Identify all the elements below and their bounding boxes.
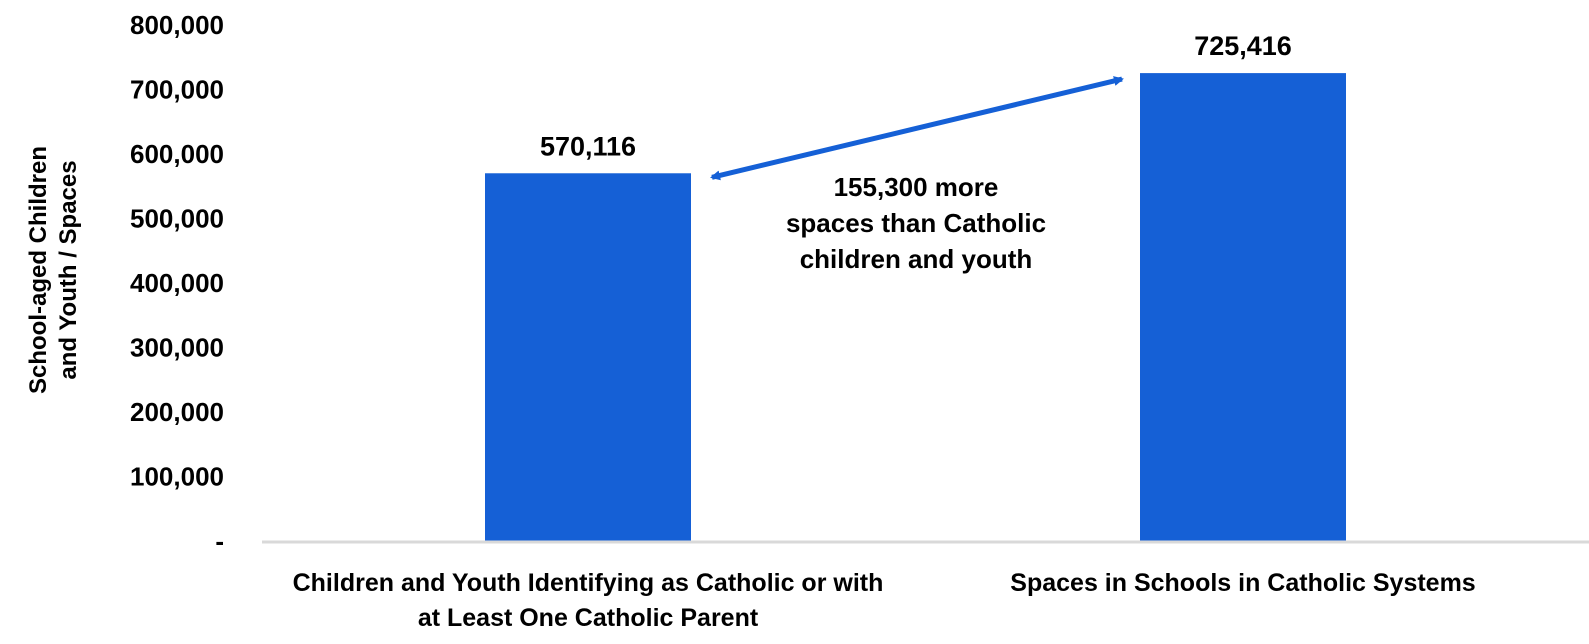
y-tick-label: 200,000: [130, 397, 224, 427]
category-label-line: Children and Youth Identifying as Cathol…: [293, 569, 884, 597]
bar-value-label: 725,416: [1194, 31, 1292, 61]
bar: [1140, 73, 1346, 541]
y-tick-label: 800,000: [130, 10, 224, 40]
category-label-line: at Least One Catholic Parent: [418, 604, 759, 632]
difference-arrow: [710, 76, 1124, 181]
y-tick-label: 300,000: [130, 333, 224, 363]
annotation-line: spaces than Catholic: [786, 208, 1046, 238]
category-label: Spaces in Schools in Catholic Systems: [1010, 569, 1475, 597]
category-label: Children and Youth Identifying as Cathol…: [293, 569, 884, 632]
y-tick-label: 500,000: [130, 204, 224, 234]
annotation-line: children and youth: [800, 244, 1033, 274]
bar-value-label: 570,116: [540, 131, 636, 161]
y-tick-label: 600,000: [130, 139, 224, 169]
annotation-text: 155,300 more spaces than Catholic children…: [786, 172, 1046, 274]
y-axis-label: School-aged Children and Youth / Spaces: [25, 146, 82, 394]
y-axis-title-line: School-aged Children: [25, 146, 52, 394]
y-tick-label: -: [215, 526, 224, 556]
difference-arrow-line: [710, 76, 1124, 181]
y-axis-title-line: and Youth / Spaces: [55, 160, 82, 379]
y-tick-label: 400,000: [130, 268, 224, 298]
y-axis-ticks: - 100,000 200,000 300,000 400,000 500,000 600,…: [130, 10, 224, 556]
bars: 570,116 725,416: [485, 31, 1346, 541]
category-labels: Children and Youth Identifying as Cathol…: [293, 569, 1476, 632]
y-tick-label: 700,000: [130, 75, 224, 105]
difference-annotation: 155,300 more spaces than Catholic children…: [786, 172, 1046, 274]
category-label-line: Spaces in Schools in Catholic Systems: [1010, 569, 1475, 597]
y-axis-title: School-aged Children and Youth / Spaces: [25, 146, 82, 394]
y-tick-label: 100,000: [130, 462, 224, 492]
bar: [485, 173, 691, 541]
annotation-line: 155,300 more: [834, 172, 999, 202]
